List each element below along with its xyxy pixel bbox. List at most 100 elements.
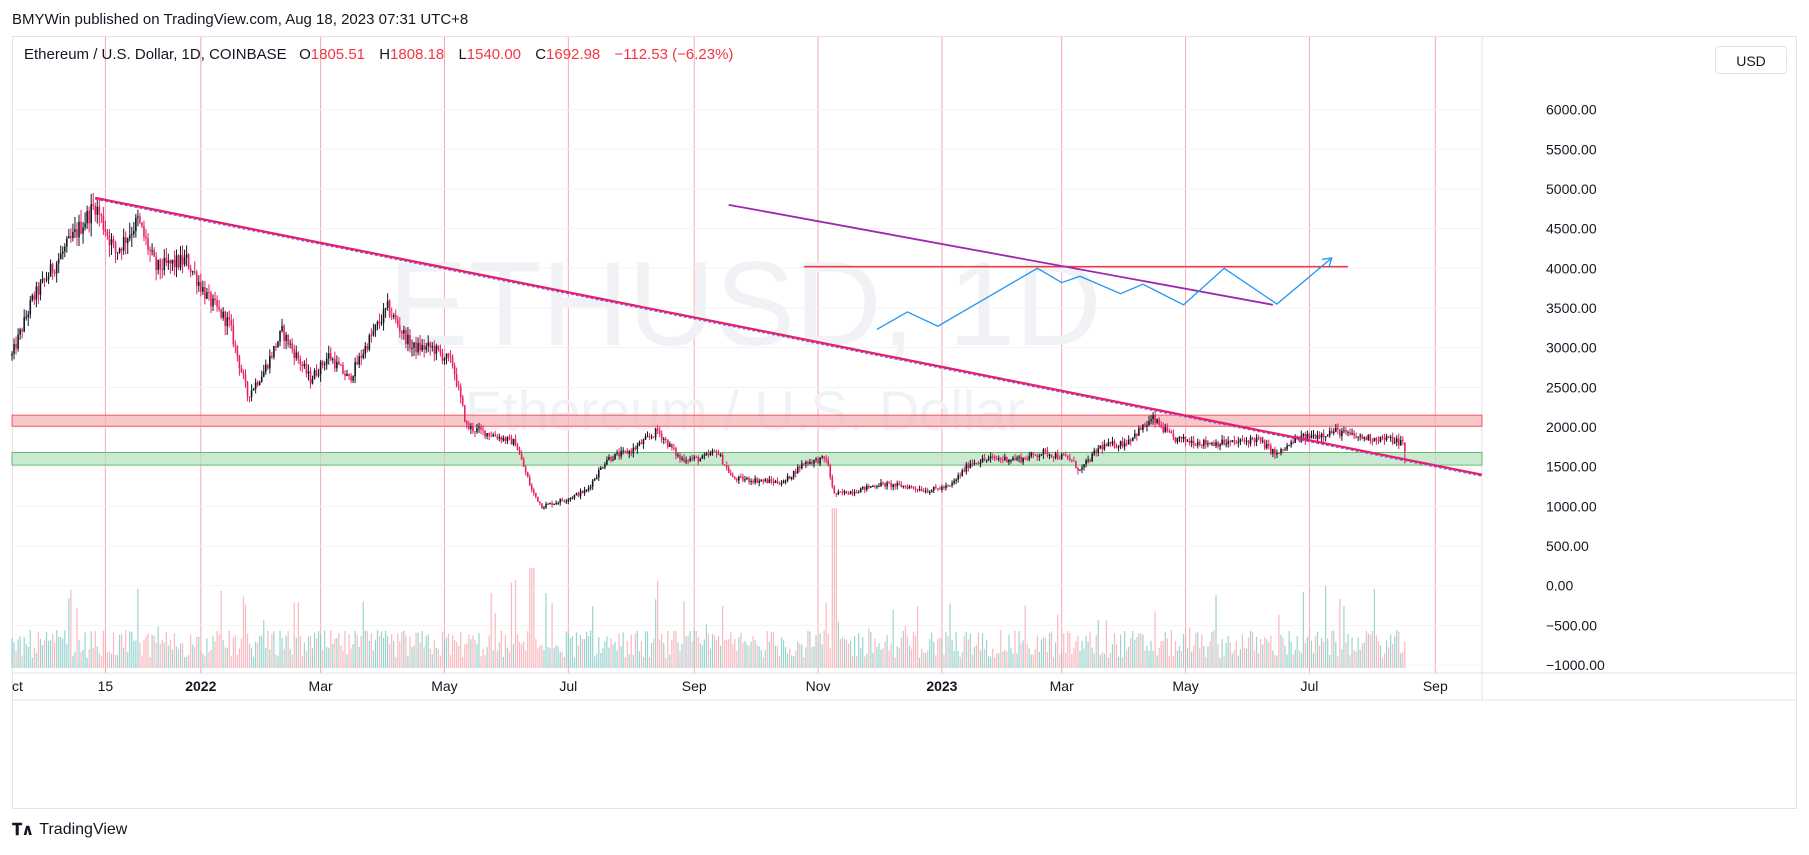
volume-bar xyxy=(819,633,821,668)
candle-body xyxy=(232,325,235,345)
candle-body xyxy=(258,381,261,385)
volume-bar xyxy=(348,634,350,668)
volume-bar xyxy=(352,644,354,668)
candle-body xyxy=(945,485,947,489)
volume-bar xyxy=(1290,641,1292,668)
volume-bar xyxy=(884,641,886,668)
volume-bar xyxy=(691,641,693,668)
volume-bar xyxy=(1128,646,1130,668)
candle-body xyxy=(399,325,401,332)
candle-body xyxy=(1387,436,1390,438)
candle-body xyxy=(1231,440,1234,442)
volume-bar xyxy=(1302,591,1304,668)
tradingview-brand[interactable]: 𝐓∧ TradingView xyxy=(12,820,127,840)
volume-bar xyxy=(27,646,29,668)
volume-bar xyxy=(1148,650,1150,668)
volume-bar xyxy=(1006,651,1008,668)
candle-body xyxy=(1168,431,1171,433)
volume-bar xyxy=(364,630,366,668)
candle-body xyxy=(161,269,164,271)
candle-body xyxy=(228,317,231,320)
candle-body xyxy=(754,478,756,483)
volume-bar xyxy=(228,630,230,668)
candle-body xyxy=(577,493,580,497)
candle-body xyxy=(293,349,296,358)
volume-bar xyxy=(1251,631,1254,668)
candle-body xyxy=(829,465,832,478)
volume-bar xyxy=(949,603,951,668)
candle-body xyxy=(807,461,809,465)
volume-histogram xyxy=(11,508,1406,668)
volume-bar xyxy=(890,643,892,668)
volume-bar xyxy=(681,643,683,668)
volume-bar xyxy=(1353,650,1355,668)
candle-body xyxy=(768,479,771,483)
volume-bar xyxy=(985,640,988,668)
candle-body xyxy=(713,450,716,452)
price-tick-label: 5500.00 xyxy=(1546,141,1597,157)
candle-body xyxy=(29,300,32,315)
candle-body xyxy=(230,319,233,326)
candle-body xyxy=(313,370,316,380)
candle-body xyxy=(476,428,478,432)
candle-body xyxy=(63,246,66,252)
volume-bar xyxy=(125,630,127,668)
candle-body xyxy=(1030,453,1033,457)
volume-bar xyxy=(693,630,695,668)
candle-body xyxy=(1048,454,1051,456)
candle-body xyxy=(1170,431,1173,434)
volume-bar xyxy=(508,651,511,668)
volume-bar xyxy=(789,648,791,668)
candle-body xyxy=(1253,439,1256,443)
candle-body xyxy=(421,345,423,351)
volume-bar xyxy=(659,639,661,668)
candle-body xyxy=(1022,457,1024,463)
candle-body xyxy=(171,259,174,264)
volume-bar xyxy=(588,636,590,668)
candle-body xyxy=(971,463,974,465)
candle-body xyxy=(1136,433,1138,436)
volume-bar xyxy=(1178,646,1181,668)
volume-bar xyxy=(851,655,854,668)
candle-body xyxy=(1062,454,1065,456)
volume-bar xyxy=(488,635,490,668)
candle-body xyxy=(803,463,805,465)
volume-bar xyxy=(60,636,62,668)
volume-bar xyxy=(478,632,480,668)
candle-body xyxy=(423,345,425,350)
volume-bar xyxy=(204,656,206,668)
volume-bar xyxy=(283,648,285,668)
candle-body xyxy=(935,486,937,489)
volume-bar xyxy=(1237,655,1239,668)
candle-body xyxy=(1020,456,1022,463)
candle-body xyxy=(1355,435,1357,438)
candle-body xyxy=(382,309,385,323)
volume-bar xyxy=(1304,642,1306,668)
candle-body xyxy=(1064,455,1067,457)
currency-button[interactable]: USD xyxy=(1715,46,1787,74)
candle-body xyxy=(979,462,982,464)
candle-body xyxy=(1006,456,1008,463)
candle-body xyxy=(652,436,655,438)
volume-bar xyxy=(608,647,610,668)
volume-bar xyxy=(37,631,39,668)
volume-bar xyxy=(1318,645,1321,668)
candle-body xyxy=(776,480,779,484)
candle-body xyxy=(41,278,44,283)
candle-body xyxy=(135,217,137,232)
volume-bar xyxy=(240,638,243,668)
candle-body xyxy=(701,455,704,459)
candle-body xyxy=(494,434,497,437)
candle-body xyxy=(112,239,115,243)
candle-body xyxy=(472,426,474,432)
candle-body xyxy=(210,292,212,307)
candle-body xyxy=(1314,434,1317,439)
candle-body xyxy=(380,322,383,324)
volume-bar xyxy=(196,636,198,668)
candle-body xyxy=(386,300,389,309)
volume-bar xyxy=(872,652,874,668)
candle-body xyxy=(488,433,490,436)
volume-bar xyxy=(557,646,559,668)
candle-body xyxy=(301,364,304,366)
